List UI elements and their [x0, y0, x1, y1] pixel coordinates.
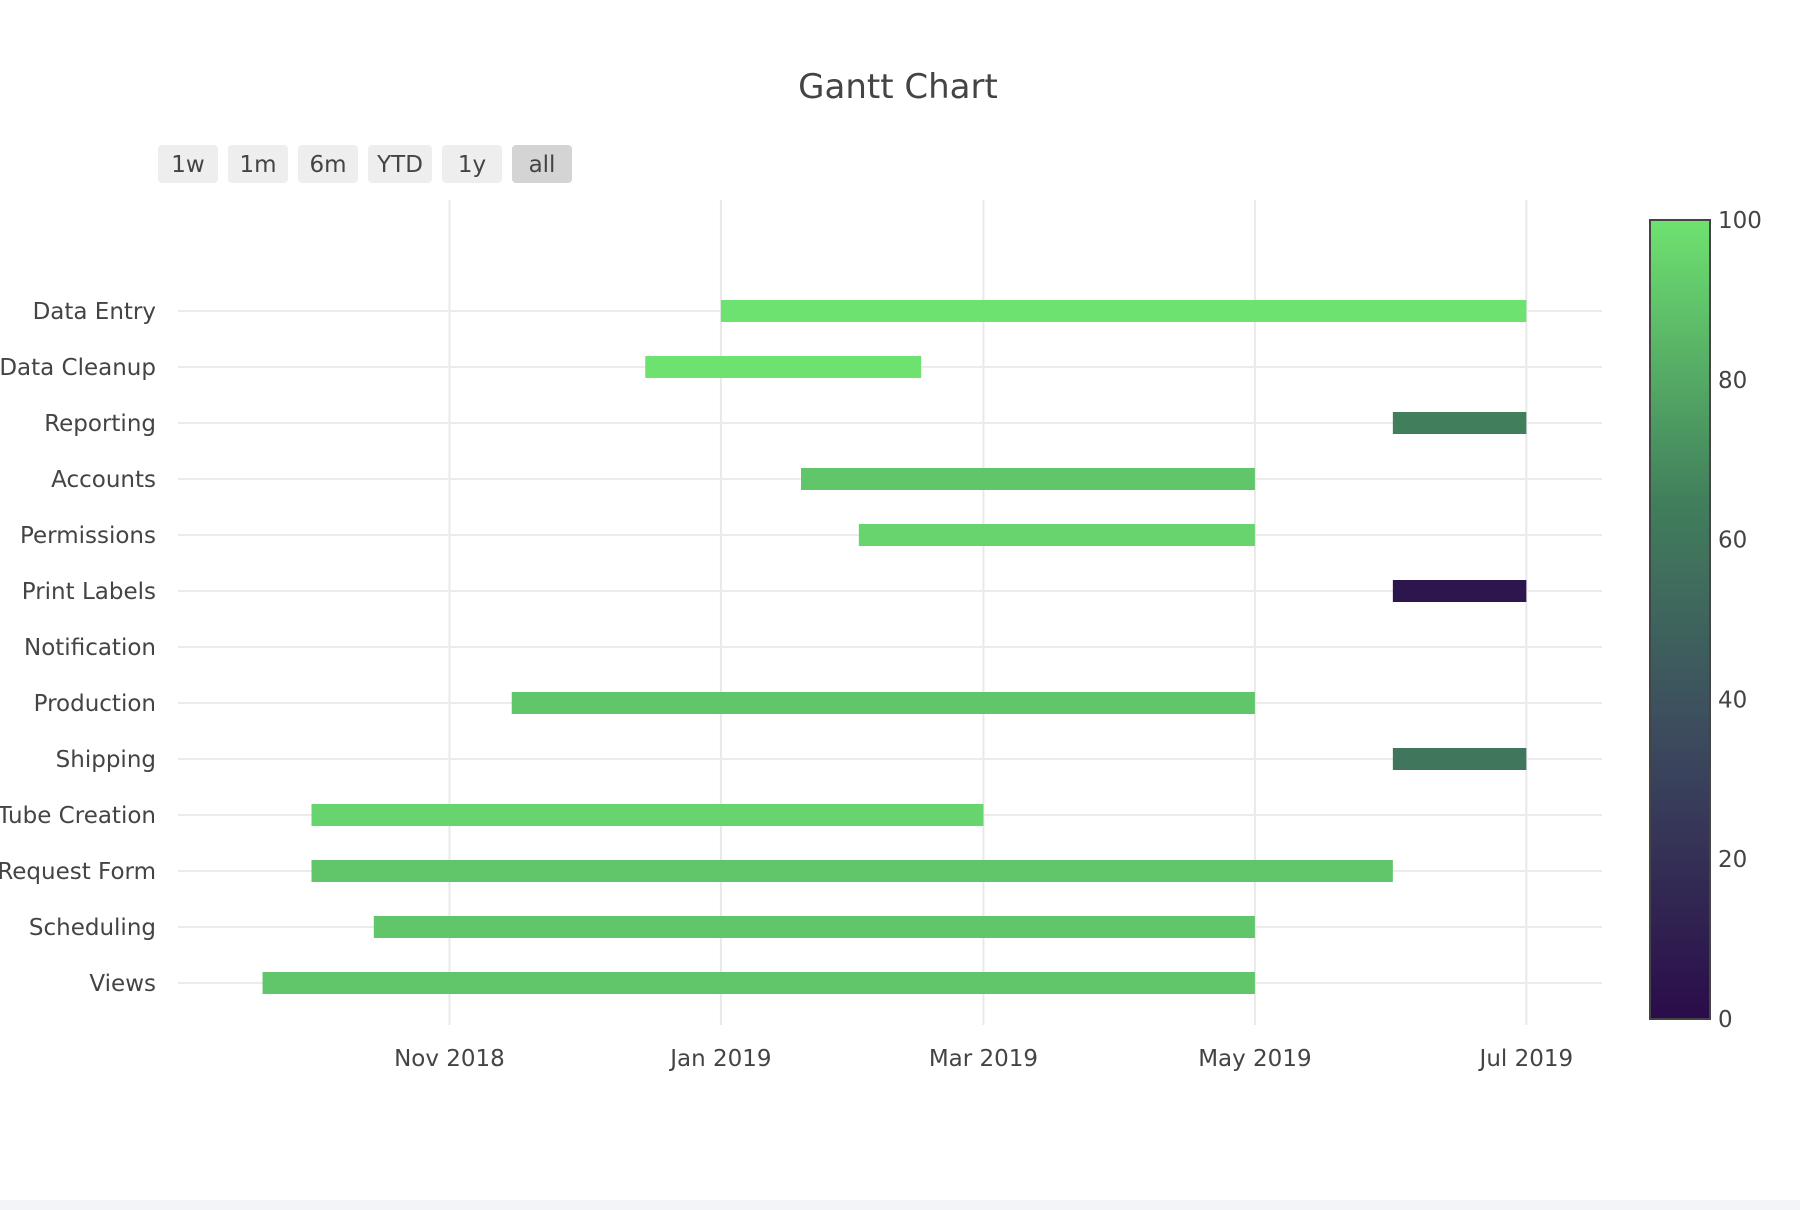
x-axis-labels: Nov 2018 Jan 2019 Mar 2019 May 2019 Jul 2019: [394, 1046, 1573, 1072]
range-button-1m[interactable]: 1m: [228, 145, 288, 183]
grid: [178, 200, 1602, 1025]
task-label-shipping: Shipping: [56, 747, 156, 773]
svg-text:YTD: YTD: [376, 152, 423, 178]
colorbar-tick-label: 80: [1718, 368, 1747, 394]
range-button-1w[interactable]: 1w: [158, 145, 218, 183]
task-label-production: Production: [34, 691, 156, 717]
chart-title: Gantt Chart: [798, 67, 998, 107]
task-label-permissions: Permissions: [20, 523, 156, 549]
svg-text:1w: 1w: [171, 152, 204, 178]
task-label-accounts: Accounts: [51, 467, 156, 493]
colorbar: 0 20 40 60 80 100: [1649, 208, 1762, 1033]
svg-text:6m: 6m: [309, 152, 346, 178]
range-button-ytd[interactable]: YTD: [368, 145, 432, 183]
x-tick-label-may-2019: May 2019: [1198, 1046, 1311, 1072]
colorbar-tick-label: 20: [1718, 847, 1747, 873]
task-label-reporting: Reporting: [44, 411, 156, 437]
task-bar-tube-creation[interactable]: [311, 804, 984, 826]
range-button-all[interactable]: all: [512, 145, 572, 183]
x-tick-label-jul-2019: Jul 2019: [1478, 1046, 1574, 1072]
task-bar-data-cleanup[interactable]: [645, 356, 922, 378]
task-bar-production[interactable]: [511, 692, 1255, 714]
task-bar-reporting[interactable]: [1392, 412, 1527, 434]
task-label-tube-creation: Tube Creation: [0, 803, 156, 829]
colorbar-scale: [1649, 219, 1711, 1020]
svg-text:1y: 1y: [458, 152, 486, 178]
svg-text:1m: 1m: [239, 152, 276, 178]
svg-text:all: all: [529, 152, 556, 178]
bottom-strip: [0, 1200, 1800, 1210]
task-label-views: Views: [89, 971, 156, 997]
task-label-data-entry: Data Entry: [33, 299, 156, 325]
colorbar-tick-label: 60: [1718, 528, 1747, 554]
range-button-1y[interactable]: 1y: [442, 145, 502, 183]
task-label-print-labels: Print Labels: [22, 579, 156, 605]
x-tick-label-jan-2019: Jan 2019: [668, 1046, 771, 1072]
x-tick-label-mar-2019: Mar 2019: [929, 1046, 1038, 1072]
colorbar-tick-label: 0: [1718, 1007, 1733, 1033]
task-bar-request-form[interactable]: [311, 860, 1393, 882]
colorbar-tick-label: 100: [1718, 208, 1762, 234]
colorbar-tick-label: 40: [1718, 687, 1747, 713]
range-selector: 1w 1m 6m YTD 1y all: [158, 145, 572, 183]
task-bar-accounts[interactable]: [801, 468, 1255, 490]
task-bars: [262, 300, 1527, 994]
y-axis-labels: Data Entry Data Cleanup Reporting Accounts P…: [0, 299, 156, 997]
task-bar-data-entry[interactable]: [720, 300, 1527, 322]
x-tick-label-nov-2018: Nov 2018: [394, 1046, 505, 1072]
task-label-data-cleanup: Data Cleanup: [0, 355, 156, 381]
task-bar-views[interactable]: [262, 972, 1255, 994]
task-label-notification: Notification: [24, 635, 156, 661]
task-bar-scheduling[interactable]: [373, 916, 1255, 938]
task-label-request-form: Request Form: [0, 859, 156, 885]
task-bar-permissions[interactable]: [858, 524, 1255, 546]
task-label-scheduling: Scheduling: [29, 915, 156, 941]
task-bar-shipping[interactable]: [1392, 748, 1527, 770]
range-button-6m[interactable]: 6m: [298, 145, 358, 183]
task-bar-print-labels[interactable]: [1392, 580, 1527, 602]
